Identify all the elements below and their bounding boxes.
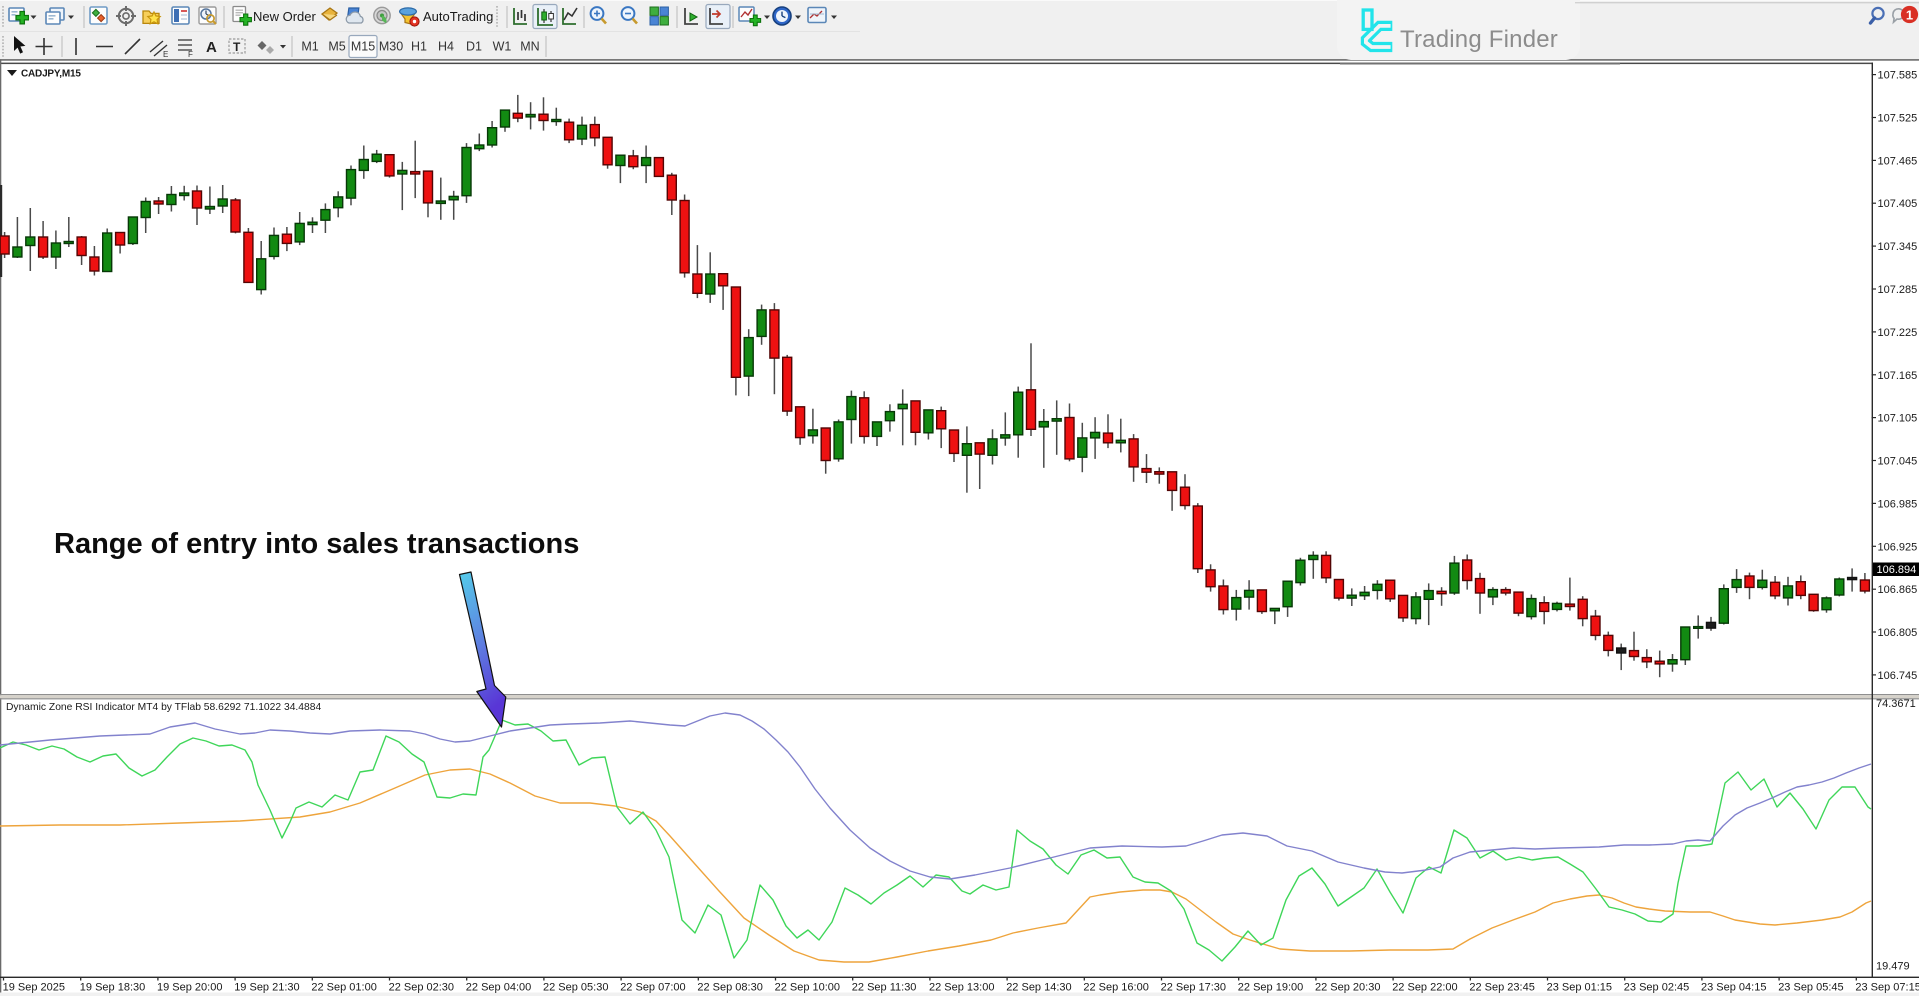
svg-text:107.585: 107.585 [1878,70,1918,82]
svg-text:106.985: 106.985 [1878,498,1918,510]
svg-text:MN: MN [520,40,539,54]
svg-text:M15: M15 [351,40,375,54]
svg-text:T: T [233,40,241,54]
svg-text:W1: W1 [493,40,512,54]
svg-text:107.045: 107.045 [1878,456,1918,468]
svg-text:19.479: 19.479 [1876,961,1910,973]
svg-text:19 Sep 21:30: 19 Sep 21:30 [234,982,299,994]
svg-text:107.405: 107.405 [1878,198,1918,210]
svg-text:22 Sep 01:00: 22 Sep 01:00 [311,982,376,994]
svg-text:106.805: 106.805 [1878,627,1918,639]
svg-text:106.925: 106.925 [1878,541,1918,553]
svg-text:22 Sep 19:00: 22 Sep 19:00 [1238,982,1303,994]
svg-text:22 Sep 23:45: 22 Sep 23:45 [1469,982,1534,994]
svg-text:22 Sep 05:30: 22 Sep 05:30 [543,982,608,994]
svg-text:22 Sep 04:00: 22 Sep 04:00 [466,982,531,994]
svg-text:19 Sep 18:30: 19 Sep 18:30 [80,982,145,994]
svg-text:1: 1 [1906,7,1913,22]
svg-text:New Order: New Order [253,9,317,24]
svg-text:107.345: 107.345 [1878,241,1918,253]
svg-text:23 Sep 05:45: 23 Sep 05:45 [1778,982,1843,994]
svg-text:Dynamic Zone RSI Indicator MT4: Dynamic Zone RSI Indicator MT4 by TFlab … [6,702,321,713]
svg-text:H4: H4 [438,40,454,54]
svg-text:23 Sep 02:45: 23 Sep 02:45 [1624,982,1689,994]
svg-text:22 Sep 13:00: 22 Sep 13:00 [929,982,994,994]
svg-text:D1: D1 [466,40,482,54]
svg-text:107.525: 107.525 [1878,113,1918,125]
svg-text:22 Sep 20:30: 22 Sep 20:30 [1315,982,1380,994]
svg-text:22 Sep 17:30: 22 Sep 17:30 [1161,982,1226,994]
svg-text:22 Sep 11:30: 22 Sep 11:30 [852,982,917,994]
svg-text:AutoTrading: AutoTrading [423,9,493,24]
svg-text:Range of entry into sales tran: Range of entry into sales transactions [54,528,579,560]
svg-text:19 Sep 2025: 19 Sep 2025 [3,982,65,994]
svg-text:106.745: 106.745 [1878,670,1918,682]
svg-text:19 Sep 20:00: 19 Sep 20:00 [157,982,222,994]
svg-text:107.225: 107.225 [1878,327,1918,339]
svg-text:74.3671: 74.3671 [1876,698,1916,710]
svg-text:22 Sep 14:30: 22 Sep 14:30 [1006,982,1071,994]
svg-text:F: F [188,50,193,59]
svg-text:23 Sep 01:15: 23 Sep 01:15 [1547,982,1612,994]
svg-text:107.165: 107.165 [1878,370,1918,382]
svg-text:107.105: 107.105 [1878,413,1918,425]
svg-text:23 Sep 07:15: 23 Sep 07:15 [1855,982,1919,994]
svg-text:M30: M30 [379,40,403,54]
svg-text:M5: M5 [328,40,345,54]
svg-text:22 Sep 16:00: 22 Sep 16:00 [1083,982,1148,994]
svg-text:106.865: 106.865 [1878,584,1918,596]
svg-text:H1: H1 [411,40,427,54]
svg-text:106.894: 106.894 [1877,564,1917,576]
svg-text:Trading Finder: Trading Finder [1400,26,1558,53]
svg-text:22 Sep 22:00: 22 Sep 22:00 [1392,982,1457,994]
svg-text:A: A [206,39,217,56]
svg-text:22 Sep 10:00: 22 Sep 10:00 [775,982,840,994]
svg-text:23 Sep 04:15: 23 Sep 04:15 [1701,982,1766,994]
svg-text:22 Sep 07:00: 22 Sep 07:00 [620,982,685,994]
svg-text:E: E [163,50,168,59]
svg-text:CADJPY,M15: CADJPY,M15 [21,69,81,80]
svg-text:107.285: 107.285 [1878,284,1918,296]
svg-text:M1: M1 [301,40,318,54]
svg-text:107.465: 107.465 [1878,155,1918,167]
svg-text:22 Sep 08:30: 22 Sep 08:30 [697,982,762,994]
svg-text:22 Sep 02:30: 22 Sep 02:30 [389,982,454,994]
